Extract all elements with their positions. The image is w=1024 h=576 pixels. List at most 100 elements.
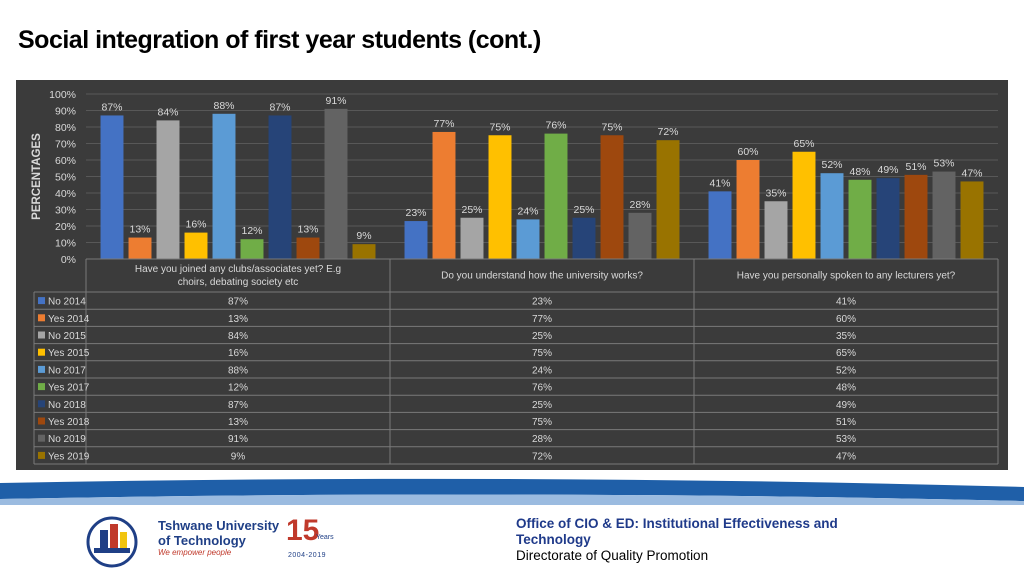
bar — [352, 244, 376, 259]
legend-label: No 2015 — [48, 331, 86, 342]
legend-key — [38, 348, 45, 356]
table-cell: 84% — [228, 331, 248, 342]
bar — [156, 120, 180, 260]
y-tick-label: 0% — [61, 254, 76, 266]
bar-data-label: 88% — [213, 100, 234, 112]
bar-data-label: 23% — [405, 207, 426, 219]
bar — [820, 173, 844, 259]
legend-label: Yes 2017 — [48, 383, 90, 394]
bar-data-label: 48% — [849, 166, 870, 178]
legend-label: No 2017 — [48, 365, 86, 376]
bar-data-label: 91% — [325, 95, 346, 107]
bar — [656, 140, 680, 259]
logo-slogan: We empower people — [158, 548, 232, 557]
bar — [792, 151, 816, 259]
y-tick-label: 20% — [55, 221, 76, 233]
table-cell: 49% — [836, 400, 856, 411]
bar-chart: 0% 10% 20% 30% 40% 50% 60% 70% 80% 90% 100% PERCENT… — [31, 89, 999, 465]
table-cell: 9% — [231, 451, 246, 462]
bar — [960, 181, 984, 259]
anniversary-word: Years — [316, 534, 334, 541]
footer-line-2: Technology — [516, 532, 591, 547]
bar — [600, 135, 624, 259]
footer-wave — [0, 478, 1024, 505]
bar — [432, 131, 456, 259]
bar — [240, 239, 264, 259]
legend-label: No 2014 — [48, 297, 86, 308]
bar-data-label: 13% — [297, 224, 318, 236]
table-cell: 52% — [836, 365, 856, 376]
y-tick-label: 50% — [55, 172, 76, 184]
table-cell: 87% — [228, 297, 248, 308]
bar — [488, 135, 512, 259]
table-cell: 77% — [532, 314, 552, 325]
tut-logo: Tshwane University of Technology We empo… — [80, 510, 350, 570]
bar — [212, 113, 236, 259]
bar — [708, 191, 732, 259]
legend-key — [38, 297, 45, 305]
table-cell: 75% — [532, 348, 552, 359]
bar — [268, 115, 292, 259]
y-tick-label: 30% — [55, 205, 76, 217]
legend-label: Yes 2018 — [48, 417, 90, 428]
table-cell: 72% — [532, 451, 552, 462]
table-cell: 16% — [228, 348, 248, 359]
legend-key — [38, 434, 45, 442]
legend-key — [38, 417, 45, 425]
bar — [628, 212, 652, 259]
y-axis-label: PERCENTAGES — [31, 133, 43, 220]
y-tick-label: 40% — [55, 188, 76, 200]
table-cell: 13% — [228, 417, 248, 428]
table-cell: 23% — [532, 297, 552, 308]
bar-data-label: 84% — [157, 106, 178, 118]
table-cell: 91% — [228, 434, 248, 445]
tut-emblem-icon — [86, 516, 138, 568]
bar-data-label: 41% — [709, 177, 730, 189]
y-tick-label: 70% — [55, 139, 76, 151]
chart-panel: 0% 10% 20% 30% 40% 50% 60% 70% 80% 90% 100% PERCENT… — [16, 80, 1008, 470]
legend-key — [38, 400, 45, 408]
page-title: Social integration of first year student… — [18, 26, 541, 54]
bar — [572, 217, 596, 259]
table-cell: 25% — [532, 331, 552, 342]
legend-label: Yes 2019 — [48, 451, 90, 462]
y-tick-label: 60% — [55, 155, 76, 167]
bar — [848, 179, 872, 259]
bar — [516, 219, 540, 259]
bar-data-label: 9% — [356, 230, 371, 242]
bar-data-label: 75% — [489, 121, 510, 133]
legend-key — [38, 314, 45, 322]
anniversary-number: 15 — [286, 514, 320, 547]
y-tick-label: 10% — [55, 238, 76, 250]
bar-data-label: 75% — [601, 121, 622, 133]
legend-key — [38, 451, 45, 459]
x-category-label: Have you personally spoken to any lectur… — [737, 271, 956, 282]
bar — [876, 178, 900, 259]
x-category-label: Have you joined any clubs/associates yet… — [135, 264, 341, 288]
bar-data-label: 24% — [517, 205, 538, 217]
bar — [460, 217, 484, 259]
table-cell: 60% — [836, 314, 856, 325]
legend-key — [38, 365, 45, 373]
table-cell: 87% — [228, 400, 248, 411]
bar — [736, 160, 760, 259]
footer-line-3: Directorate of Quality Promotion — [516, 548, 709, 563]
table-cell: 35% — [836, 331, 856, 342]
bar-data-label: 77% — [433, 118, 454, 130]
table-cell: 75% — [532, 417, 552, 428]
bar-data-label: 87% — [101, 101, 122, 113]
footer-text: Office of CIO & ED: Institutional Effect… — [516, 516, 916, 564]
bar-data-label: 16% — [185, 219, 206, 231]
bar — [100, 115, 124, 259]
footer-line-1: Office of CIO & ED: Institutional Effect… — [516, 516, 838, 531]
bar — [904, 174, 928, 259]
table-cell: 88% — [228, 365, 248, 376]
bar — [764, 201, 788, 259]
y-tick-label: 80% — [55, 122, 76, 134]
y-tick-label: 90% — [55, 106, 76, 118]
table-cell: 76% — [532, 383, 552, 394]
bar-data-label: 53% — [933, 158, 954, 170]
table-cell: 25% — [532, 400, 552, 411]
table-cell: 48% — [836, 383, 856, 394]
legend-key — [38, 331, 45, 339]
